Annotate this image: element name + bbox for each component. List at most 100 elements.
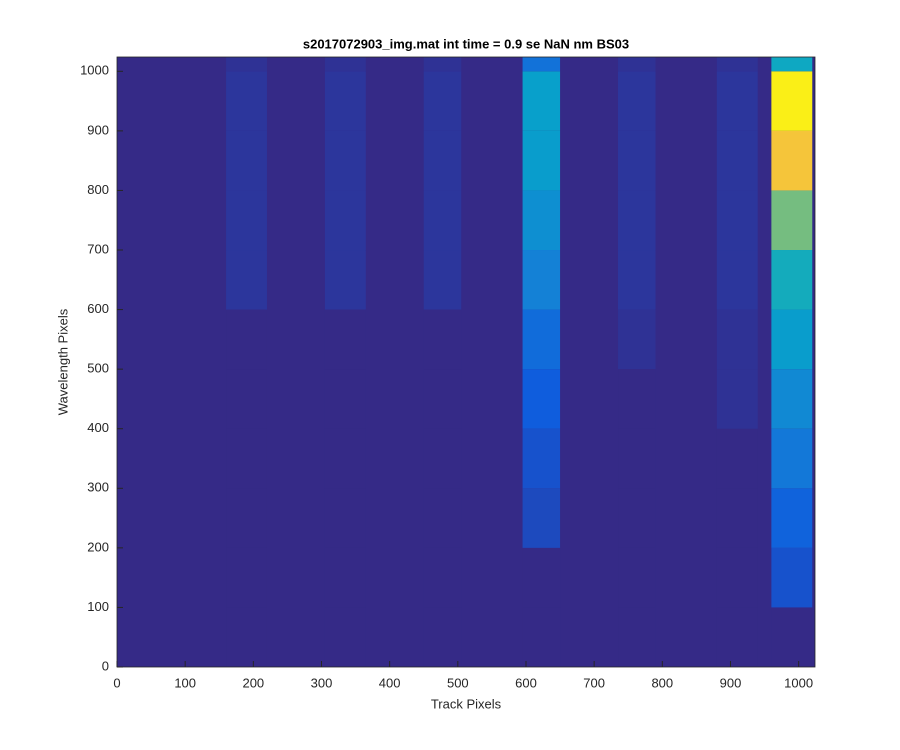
heatmap-cell <box>618 369 656 429</box>
heatmap-cell <box>771 369 813 429</box>
heatmap-cell <box>324 607 366 667</box>
y-tick-label: 800 <box>87 182 109 197</box>
heatmap-cell <box>324 71 366 131</box>
plot-area <box>117 57 815 667</box>
heatmap-cell <box>618 488 656 548</box>
heatmap-cell <box>522 488 561 548</box>
heatmap-cell <box>716 130 758 191</box>
heatmap-cell <box>618 57 656 72</box>
heatmap-cell <box>226 488 267 548</box>
heatmap-cell <box>771 130 813 191</box>
heatmap-cell <box>423 309 462 370</box>
heatmap-cell <box>716 57 758 72</box>
heatmap-cell <box>226 71 267 131</box>
heatmap-cell <box>324 488 366 548</box>
heatmap-cell <box>226 250 267 310</box>
heatmap-cell <box>771 309 813 370</box>
y-tick-label: 900 <box>87 122 109 137</box>
heatmap-cell <box>226 190 267 251</box>
x-tick-label: 400 <box>379 675 401 690</box>
heatmap-cell <box>716 369 758 429</box>
x-tick-label: 700 <box>583 675 605 690</box>
heatmap-cell <box>522 547 561 608</box>
heatmap-cell <box>522 130 561 191</box>
heatmap-cell <box>771 190 813 251</box>
heatmap-cell <box>716 428 758 489</box>
heatmap-cell <box>324 428 366 489</box>
y-tick-label: 0 <box>102 658 109 673</box>
y-tick-label: 1000 <box>80 63 109 78</box>
y-tick-label: 200 <box>87 539 109 554</box>
y-tick-label: 300 <box>87 480 109 495</box>
heatmap-cell <box>771 71 813 131</box>
heatmap-cell <box>771 428 813 489</box>
heatmap-cell <box>771 547 813 608</box>
x-tick-label: 100 <box>174 675 196 690</box>
y-tick-label: 500 <box>87 361 109 376</box>
heatmap-cell <box>618 130 656 191</box>
heatmap-cell <box>324 57 366 72</box>
heatmap-cell <box>226 57 267 72</box>
x-tick-label: 800 <box>651 675 673 690</box>
heatmap-cell <box>226 607 267 667</box>
heatmap-cell <box>522 607 561 667</box>
axes-box <box>116 56 816 668</box>
x-tick-label: 500 <box>447 675 469 690</box>
heatmap-cell <box>716 190 758 251</box>
x-tick-label: 900 <box>720 675 742 690</box>
heatmap-cell <box>522 71 561 131</box>
heatmap-cell <box>618 250 656 310</box>
x-axis-label: Track Pixels <box>431 696 502 711</box>
heatmap-cell <box>226 309 267 370</box>
heatmap-background <box>117 57 815 667</box>
heatmap-cell <box>423 369 462 429</box>
heatmap-cell <box>423 130 462 191</box>
heatmap-cell <box>226 130 267 191</box>
heatmap-cell <box>423 547 462 608</box>
heatmap-cell <box>618 428 656 489</box>
x-tick-label: 0 <box>113 675 120 690</box>
heatmap-cell <box>618 190 656 251</box>
heatmap-cell <box>522 309 561 370</box>
heatmap-cell <box>423 57 462 72</box>
heatmap-cell <box>423 250 462 310</box>
heatmap-cell <box>716 250 758 310</box>
heatmap-cell <box>771 488 813 548</box>
heatmap-cell <box>324 130 366 191</box>
heatmap-cell <box>716 547 758 608</box>
heatmap-cell <box>522 428 561 489</box>
x-tick-label: 300 <box>311 675 333 690</box>
heatmap-cell <box>423 488 462 548</box>
y-tick-label: 600 <box>87 301 109 316</box>
heatmap-cell <box>324 547 366 608</box>
y-tick-label: 400 <box>87 420 109 435</box>
y-tick-label: 100 <box>87 599 109 614</box>
heatmap-cell <box>618 71 656 131</box>
heatmap-cell <box>522 250 561 310</box>
heatmap-cell <box>716 607 758 667</box>
heatmap-cell <box>522 190 561 251</box>
heatmap-cell <box>716 488 758 548</box>
heatmap-cell <box>522 57 561 72</box>
heatmap-cell <box>522 369 561 429</box>
heatmap-cell <box>618 607 656 667</box>
heatmap-cell <box>771 250 813 310</box>
heatmap-cell <box>226 369 267 429</box>
heatmap-cell <box>423 428 462 489</box>
heatmap-cell <box>423 71 462 131</box>
x-tick-label: 200 <box>242 675 264 690</box>
heatmap-cell <box>618 547 656 608</box>
heatmap-cell <box>324 309 366 370</box>
chart-title: s2017072903_img.mat int time = 0.9 se Na… <box>303 36 629 51</box>
heatmap-cell <box>771 607 813 667</box>
y-tick-label: 700 <box>87 241 109 256</box>
heatmap-cell <box>226 428 267 489</box>
heatmap-cell <box>771 57 813 72</box>
heatmap-cell <box>716 309 758 370</box>
heatmap-cell <box>716 71 758 131</box>
y-axis-label: Wavelength Pixels <box>55 308 70 415</box>
heatmap-cell <box>324 250 366 310</box>
heatmap-cell <box>324 190 366 251</box>
x-tick-label: 1000 <box>784 675 813 690</box>
